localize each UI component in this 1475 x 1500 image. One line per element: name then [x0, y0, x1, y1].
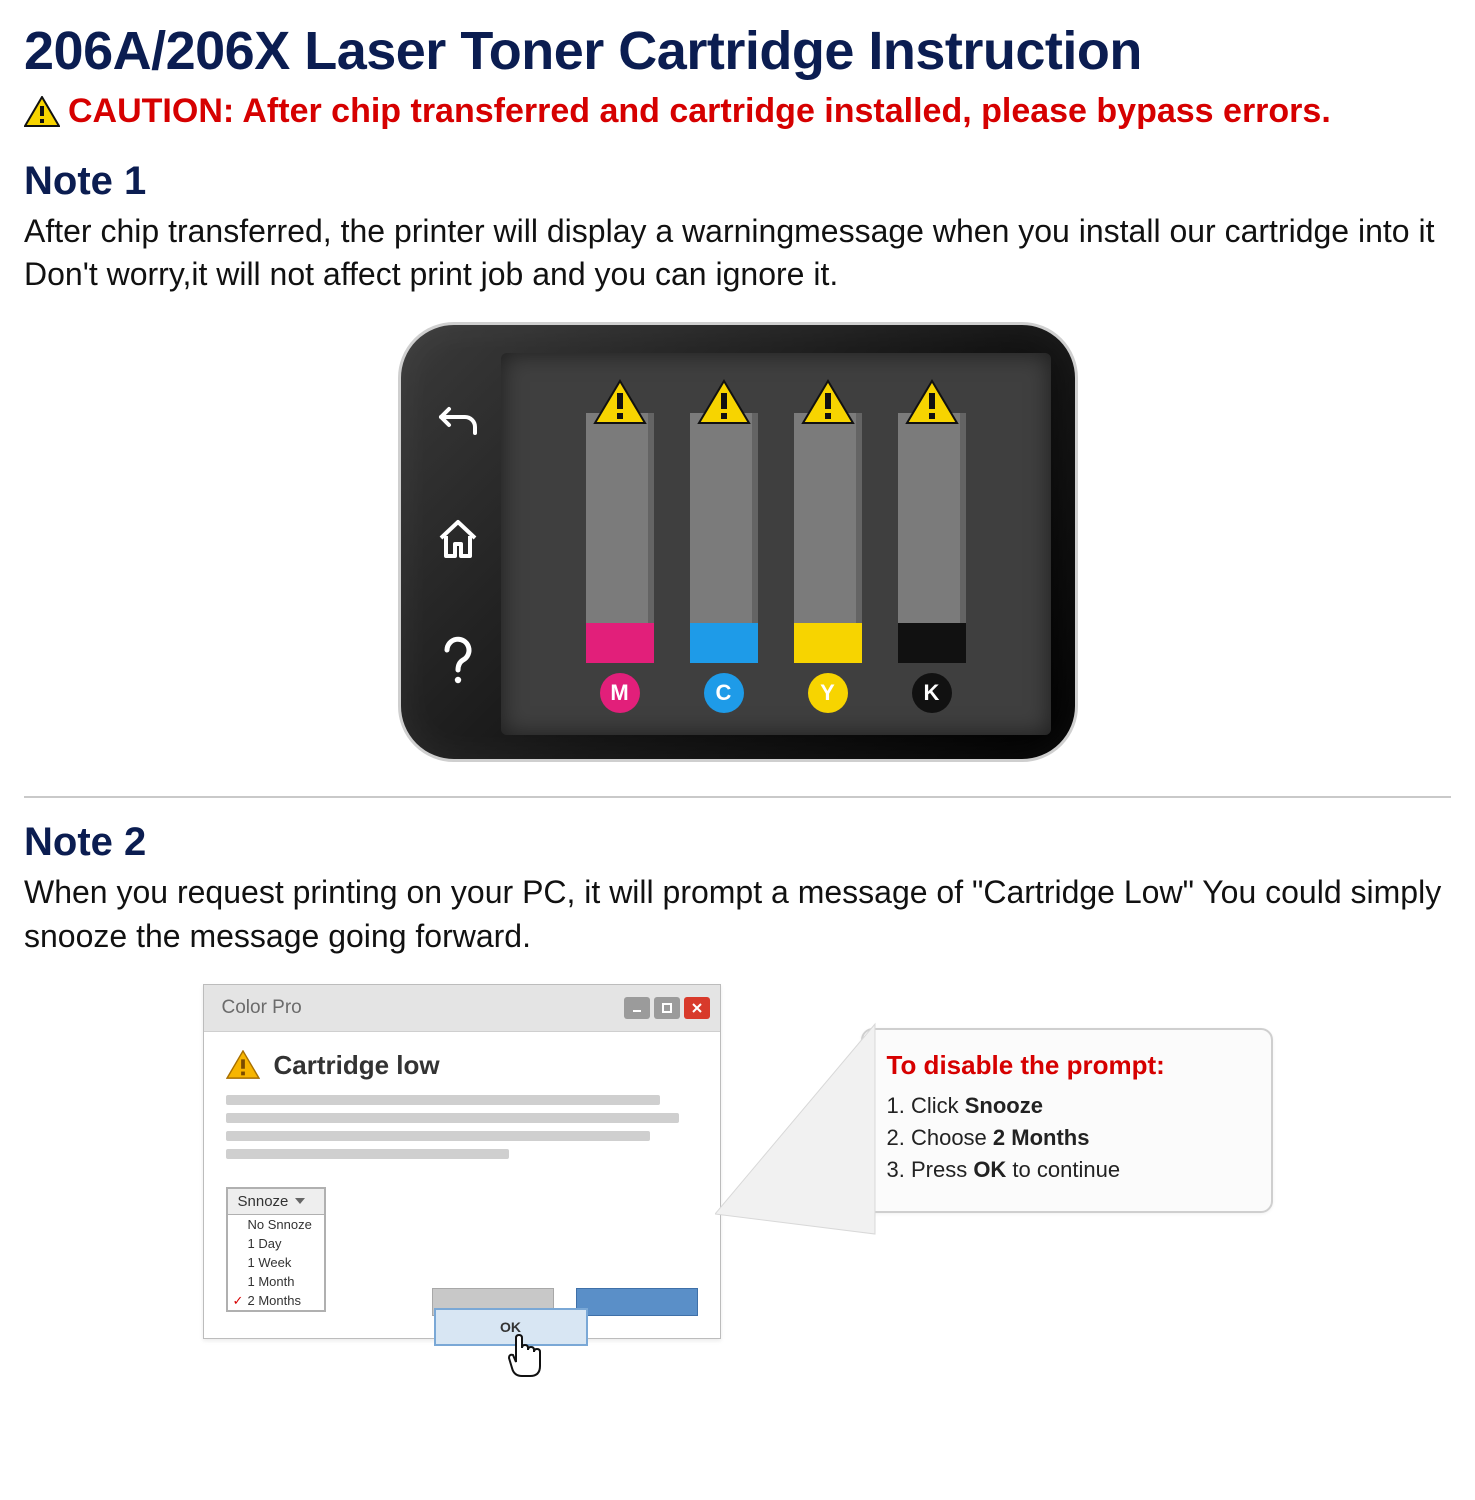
snooze-label: Snnoze	[238, 1193, 289, 1210]
warning-icon	[905, 379, 959, 427]
placeholder-line	[226, 1149, 509, 1159]
toner-column-m: M	[586, 413, 654, 713]
toner-bar	[794, 413, 862, 663]
chevron-down-icon	[294, 1195, 306, 1207]
note2-body: When you request printing on your PC, it…	[24, 871, 1451, 957]
caution-row: CAUTION: After chip transferred and cart…	[24, 92, 1451, 131]
tips-line: 3. Press OK to continue	[887, 1157, 1247, 1183]
toner-column-c: C	[690, 413, 758, 713]
toner-bar	[898, 413, 966, 663]
toner-column-y: Y	[794, 413, 862, 713]
page-title: 206A/206X Laser Toner Cartridge Instruct…	[24, 20, 1451, 82]
cartridge-dialog: Color Pro Cartridge low	[203, 984, 721, 1339]
toner-label: Y	[808, 673, 848, 713]
tips-title: To disable the prompt:	[887, 1050, 1247, 1081]
note2-heading: Note 2	[24, 820, 1451, 865]
window-buttons	[624, 997, 710, 1019]
warning-icon	[801, 379, 855, 427]
help-icon[interactable]	[435, 634, 481, 690]
snooze-option[interactable]: 2 Months	[228, 1291, 324, 1310]
back-icon[interactable]	[435, 399, 481, 445]
toner-label: C	[704, 673, 744, 713]
alert-row: Cartridge low	[226, 1050, 698, 1081]
alert-text: Cartridge low	[274, 1050, 440, 1081]
note2-illustration: Color Pro Cartridge low	[24, 984, 1451, 1339]
note1-heading: Note 1	[24, 159, 1451, 204]
toner-label: K	[912, 673, 952, 713]
dialog-title: Color Pro	[222, 997, 302, 1019]
tips-line: 2. Choose 2 Months	[887, 1125, 1247, 1151]
toner-label: M	[600, 673, 640, 713]
snooze-option-list: No Snnoze1 Day1 Week1 Month2 Months	[228, 1215, 324, 1310]
cursor-icon	[504, 1332, 546, 1382]
close-button[interactable]	[684, 997, 710, 1019]
note1-body: After chip transferred, the printer will…	[24, 210, 1451, 296]
warning-icon	[226, 1050, 260, 1080]
warning-icon	[24, 96, 60, 128]
tips-box: To disable the prompt: 1. Click Snooze 2.…	[861, 1028, 1273, 1213]
toner-bar	[690, 413, 758, 663]
snooze-option[interactable]: 1 Month	[228, 1272, 324, 1291]
caution-text: CAUTION: After chip transferred and cart…	[68, 92, 1331, 131]
placeholder-line	[226, 1095, 660, 1105]
dialog-blue-button[interactable]	[576, 1288, 698, 1316]
section-divider	[24, 796, 1451, 798]
snooze-option[interactable]: 1 Week	[228, 1253, 324, 1272]
snooze-dropdown[interactable]: Snnoze No Snnoze1 Day1 Week1 Month2 Mont…	[226, 1187, 326, 1312]
snooze-option[interactable]: 1 Day	[228, 1234, 324, 1253]
device-screen: MCYK	[501, 353, 1051, 735]
placeholder-line	[226, 1113, 679, 1123]
home-icon[interactable]	[435, 516, 481, 562]
device-sidebar	[415, 353, 501, 735]
snooze-option[interactable]: No Snnoze	[228, 1215, 324, 1234]
toner-bar	[586, 413, 654, 663]
placeholder-line	[226, 1131, 651, 1141]
warning-icon	[697, 379, 751, 427]
toner-column-k: K	[898, 413, 966, 713]
snooze-button[interactable]: Snnoze	[228, 1189, 324, 1215]
maximize-button[interactable]	[654, 997, 680, 1019]
tips-line: 1. Click Snooze	[887, 1093, 1247, 1119]
printer-device: MCYK	[24, 322, 1451, 762]
minimize-button[interactable]	[624, 997, 650, 1019]
warning-icon	[593, 379, 647, 427]
dialog-titlebar: Color Pro	[204, 985, 720, 1032]
